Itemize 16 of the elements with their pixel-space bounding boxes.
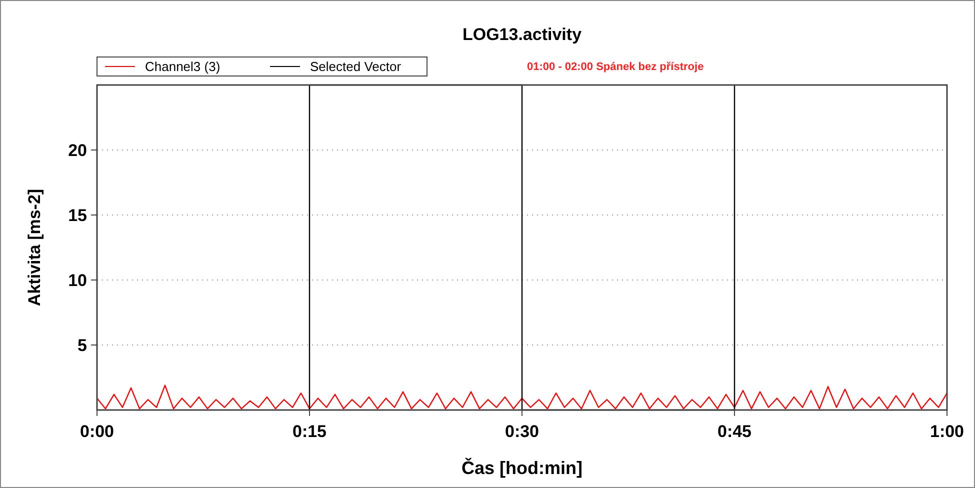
x-tick-label: 0:15 bbox=[292, 422, 327, 441]
text: 01:00 - 02:00 Spánek bez přístroje bbox=[527, 60, 704, 73]
x-tick-label: 0:00 bbox=[80, 422, 114, 441]
line-series bbox=[96, 384, 948, 410]
y-tick-label: 15 bbox=[68, 206, 87, 225]
x-axis-title: Čas [hod:min] bbox=[462, 457, 582, 478]
x-tick-label: 0:45 bbox=[717, 422, 752, 441]
y-tick-label: 10 bbox=[68, 270, 87, 290]
y-tick-label: 20 bbox=[68, 140, 87, 160]
y-axis-title: Aktivita [ms-2] bbox=[25, 188, 44, 306]
x-tick-label: 0:30 bbox=[504, 422, 540, 441]
legend-label: Channel3 (3) bbox=[145, 59, 220, 74]
chart-title: LOG13.activity bbox=[462, 25, 582, 44]
legend-label: Selected Vector bbox=[310, 59, 402, 74]
x-tick-label: 1:00 bbox=[930, 422, 964, 441]
y-tick-label: 5 bbox=[78, 336, 87, 355]
